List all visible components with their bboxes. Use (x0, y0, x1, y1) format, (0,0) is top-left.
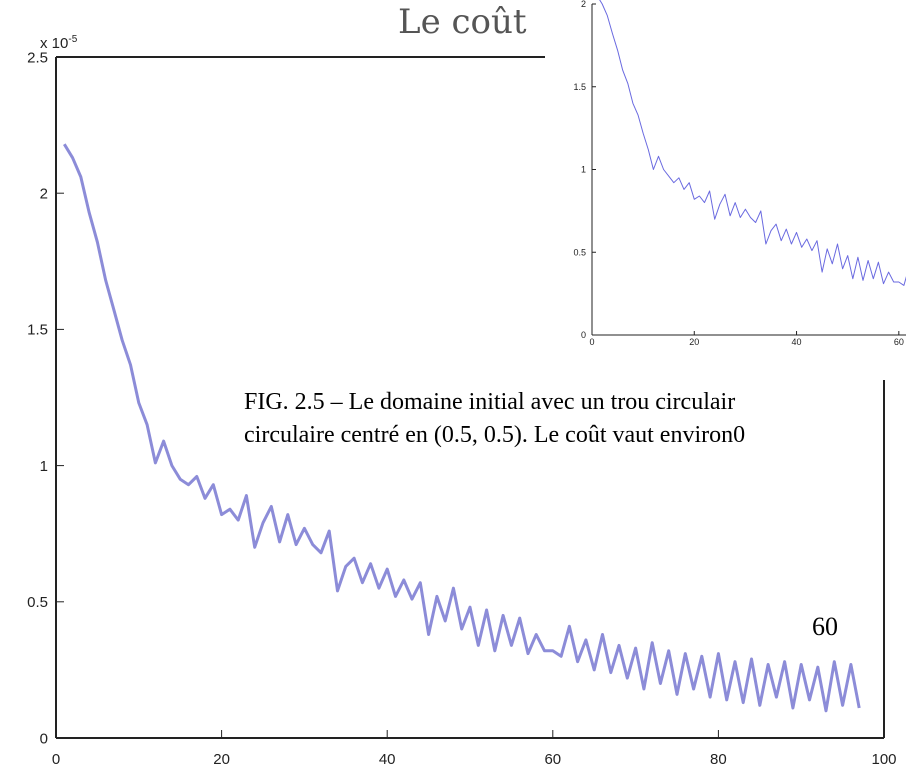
main-series-line (63, 143, 861, 713)
main-chart-series (63, 143, 861, 713)
main-y-tick-label: 1.5 (27, 322, 48, 339)
main-x-tick-label: 40 (379, 751, 396, 768)
main-y-tick-label: 0 (40, 730, 48, 747)
main-x-tick-label: 0 (52, 751, 60, 768)
inset-y-tick-label: 0.5 (573, 247, 586, 257)
main-x-tick-label: 20 (213, 751, 230, 768)
inset-x-tick-label: 40 (792, 337, 802, 347)
main-y-tick-label: 0.5 (27, 594, 48, 611)
page-number: 60 (812, 612, 838, 641)
main-y-tick-label: 2 (40, 185, 48, 202)
inset-y-tick-label: 1.5 (573, 82, 586, 92)
caption-line-1: FIG. 2.5 – Le domaine initial avec un tr… (244, 389, 736, 415)
main-x-tick-label: 80 (710, 751, 727, 768)
main-y-tick-label: 1 (40, 458, 48, 475)
caption-line-2: circulaire centré en (0.5, 0.5). Le coût… (244, 422, 746, 448)
main-x-tick-label: 60 (544, 751, 561, 768)
inset-x-tick-label: 0 (589, 337, 594, 347)
inset-x-tick-label: 60 (894, 337, 904, 347)
main-x-tick-label: 100 (871, 751, 896, 768)
main-y-tick-label: 2.5 (27, 49, 48, 66)
inset-x-tick-label: 20 (689, 337, 699, 347)
figure-caption: FIG. 2.5 – Le domaine initial avec un tr… (244, 386, 906, 452)
inset-y-tick-label: 1 (581, 165, 586, 175)
chart-title: Le coût (398, 2, 527, 42)
inset-y-tick-label: 0 (581, 330, 586, 340)
y-multiplier: x 10-5 (40, 34, 78, 52)
inset-y-tick-label: 2 (581, 0, 586, 9)
inset-series-line (599, 0, 906, 286)
inset-chart-axes: 0 20 40 60 0 0.5 1 1.5 2 (573, 0, 906, 347)
inset-chart-series (599, 0, 906, 286)
inset-chart-background (545, 0, 906, 380)
